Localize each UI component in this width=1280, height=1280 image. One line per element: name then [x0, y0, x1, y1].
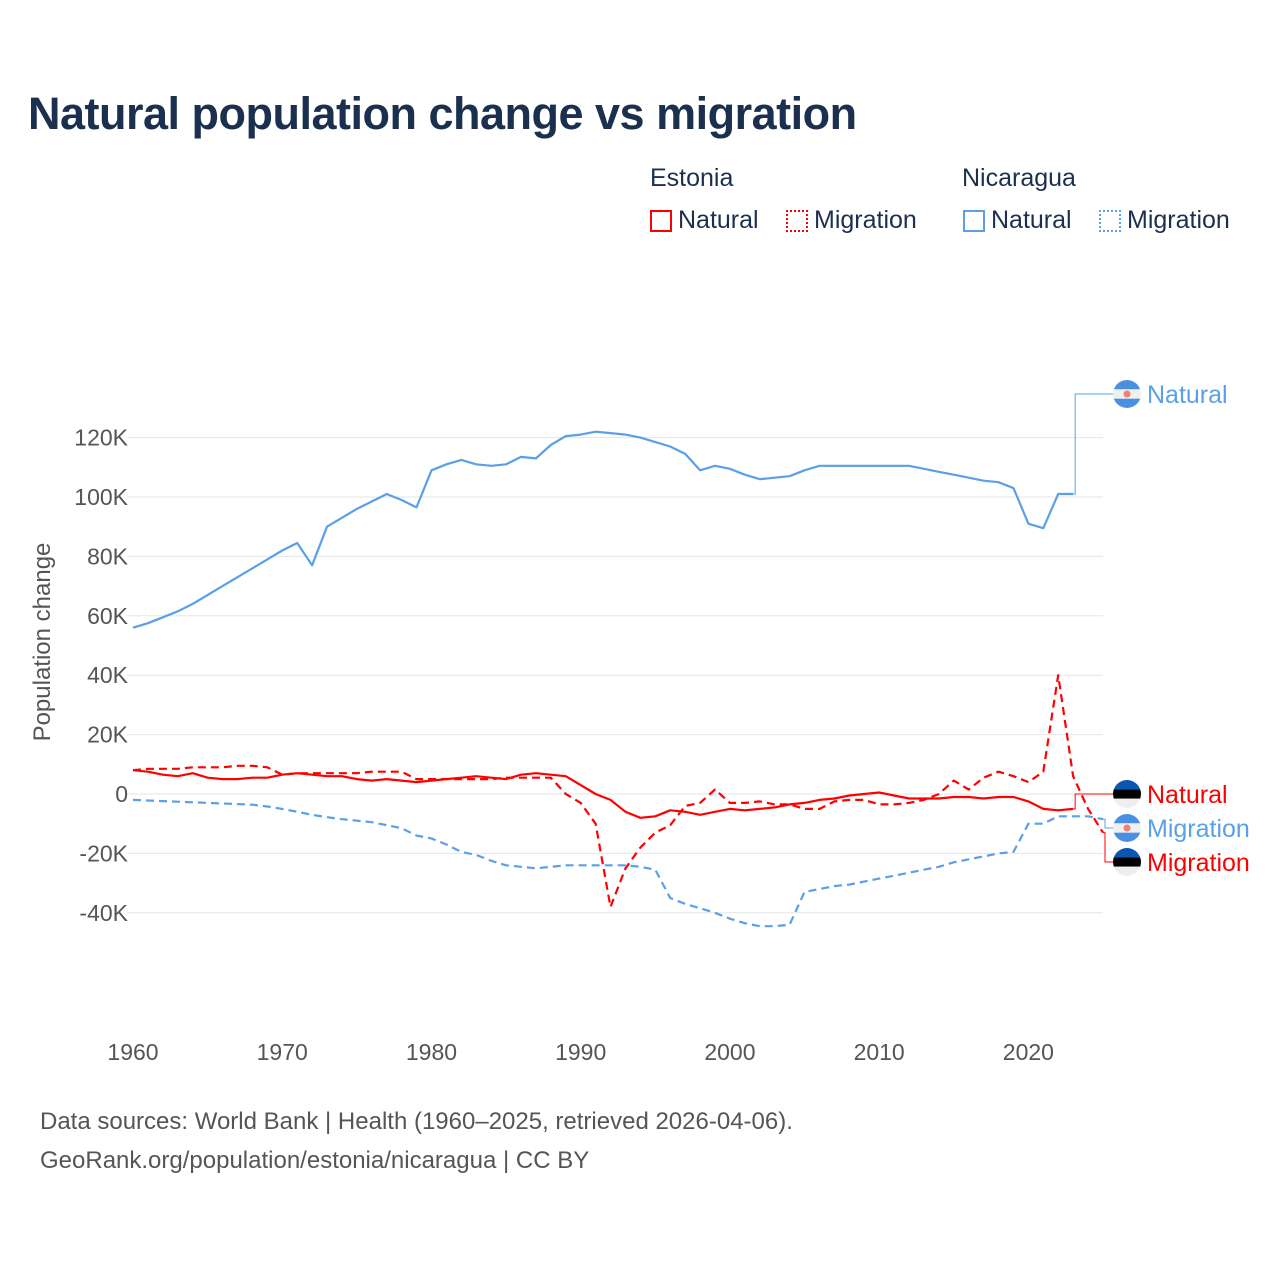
legend-estonia-natural[interactable]: Natural: [650, 206, 759, 235]
end-label: Natural: [1147, 381, 1228, 409]
legend-label: Migration: [814, 206, 917, 234]
footer-attribution[interactable]: GeoRank.org/population/estonia/nicaragua…: [40, 1147, 590, 1174]
x-tick-label: 2000: [704, 1039, 755, 1065]
nicaragua-flag-icon: [1113, 814, 1141, 842]
y-tick-label: 100K: [74, 484, 128, 510]
series-line-estonia-migration: [132, 674, 1104, 908]
chart-title: Natural population change vs migration: [28, 88, 857, 139]
y-tick-label: -20K: [79, 840, 128, 866]
end-label: Natural: [1147, 781, 1228, 809]
y-tick-label: 60K: [87, 603, 129, 629]
legend-nicaragua-natural[interactable]: Natural: [963, 206, 1072, 235]
estonia-flag-icon: [1113, 780, 1141, 808]
x-tick-label: 1980: [406, 1039, 457, 1065]
legend-group-nicaragua: Nicaragua: [962, 164, 1076, 192]
label-connector: [1102, 818, 1113, 829]
legend-estonia-migration[interactable]: Migration: [786, 206, 917, 235]
y-tick-label: 0: [115, 781, 128, 807]
legend-label: Migration: [1127, 206, 1230, 234]
legend-label: Natural: [991, 206, 1072, 234]
y-tick-label: 20K: [87, 722, 129, 748]
y-tick-label: 120K: [74, 425, 128, 451]
dotted-swatch-icon: [786, 209, 808, 232]
footer-sources: Data sources: World Bank | Health (1960–…: [40, 1108, 793, 1135]
legend-label: Natural: [678, 206, 759, 234]
x-tick-label: 2010: [854, 1039, 905, 1065]
x-tick-label: 1960: [107, 1039, 158, 1065]
line-chart: -40K -20K 0 20K 40K 60K 80K 100K 120K 1960 1970 19…: [29, 380, 1250, 1065]
y-tick-label: -40K: [79, 900, 128, 926]
solid-swatch-icon: [963, 209, 985, 232]
dotted-swatch-icon: [1099, 209, 1121, 232]
nicaragua-flag-icon: [1113, 380, 1141, 408]
y-tick-label: 40K: [87, 662, 129, 688]
series-line-nicaragua-migration: [132, 798, 1104, 928]
label-connector: [1073, 393, 1113, 495]
end-label: Migration: [1147, 815, 1250, 843]
legend-group-estonia: Estonia: [650, 164, 734, 192]
x-tick-label: 1970: [257, 1039, 308, 1065]
estonia-flag-icon: [1113, 848, 1141, 876]
label-connector: [1102, 832, 1113, 863]
label-connector: [1073, 793, 1113, 810]
y-tick-label: 80K: [87, 543, 129, 569]
series-line-nicaragua-natural: [132, 430, 1074, 629]
legend-nicaragua-migration[interactable]: Migration: [1099, 206, 1230, 235]
x-tick-label: 1990: [555, 1039, 606, 1065]
solid-swatch-icon: [650, 209, 672, 232]
x-tick-label: 2020: [1003, 1039, 1054, 1065]
y-axis-label: Population change: [29, 543, 56, 742]
end-label: Migration: [1147, 849, 1250, 877]
